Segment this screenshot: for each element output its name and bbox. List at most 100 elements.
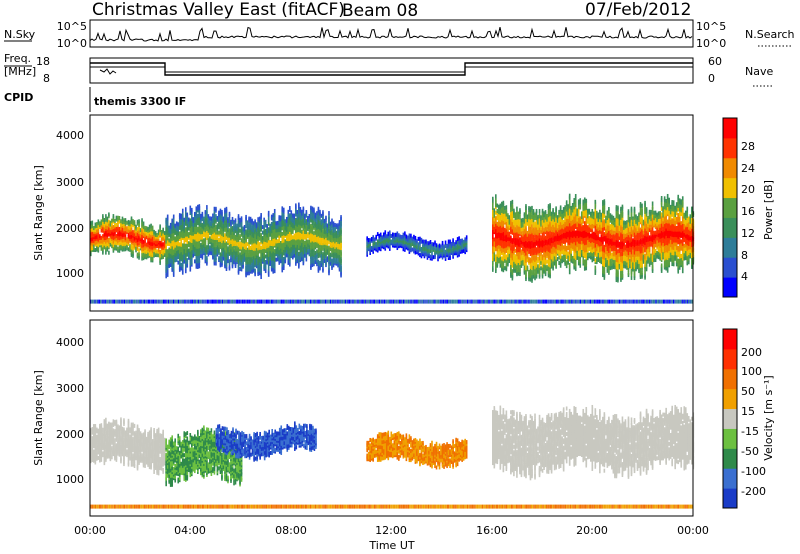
heatmap-cell: [432, 242, 435, 247]
heatmap-cell: [290, 210, 293, 215]
heatmap-cell: [301, 235, 303, 240]
heatmap-cell: [282, 213, 285, 218]
heatmap-cell: [186, 236, 189, 241]
heatmap-cell: [510, 235, 512, 240]
heatmap-cell: [269, 223, 271, 228]
heatmap-cell: [231, 231, 234, 236]
heatmap-cell: [552, 208, 554, 213]
heatmap-cell: [181, 219, 184, 224]
heatmap-cell: [160, 229, 163, 234]
heatmap-cell: [239, 234, 241, 239]
heatmap-cell: [404, 231, 406, 236]
heatmap-cell: [215, 256, 217, 261]
heatmap-cell: [99, 234, 101, 239]
heatmap-cell: [201, 253, 204, 258]
heatmap-cell: [325, 215, 327, 220]
heatmap-cell: [126, 220, 128, 225]
heatmap-cell: [340, 227, 342, 232]
heatmap-cell: [455, 240, 457, 245]
heatmap-cell: [162, 233, 164, 238]
heatmap-cell: [115, 226, 118, 231]
heatmap-cell: [532, 223, 535, 228]
heatmap-cell: [279, 215, 282, 220]
heatmap-cell: [239, 241, 241, 246]
heatmap-cell: [121, 220, 124, 225]
heatmap-cell: [272, 264, 275, 269]
heatmap-cell: [263, 217, 265, 222]
heatmap-cell: [278, 215, 281, 220]
heatmap-cell: [240, 216, 243, 221]
heatmap-cell: [514, 212, 517, 217]
heatmap-cell: [282, 225, 285, 230]
heatmap-cell: [428, 244, 430, 249]
heatmap-cell: [184, 243, 187, 248]
heatmap-cell: [174, 241, 177, 246]
heatmap-cell: [272, 229, 275, 234]
heatmap-cell: [255, 244, 258, 249]
heatmap-cell: [552, 239, 554, 244]
heatmap-cell: [109, 220, 112, 225]
heatmap-cell: [264, 238, 267, 243]
heatmap-cell: [263, 263, 265, 268]
heatmap-cell: [169, 230, 172, 235]
heatmap-cell: [234, 247, 237, 252]
heatmap-cell: [320, 253, 323, 258]
heatmap-cell: [310, 264, 312, 269]
heatmap-cell: [124, 225, 127, 230]
heatmap-cell: [516, 226, 518, 231]
heatmap-cell: [511, 203, 514, 208]
heatmap-cell: [541, 208, 544, 213]
heatmap-cell: [269, 240, 271, 245]
heatmap-cell: [239, 267, 241, 272]
heatmap-cell: [258, 256, 261, 261]
heatmap-cell: [138, 241, 140, 246]
power-panel: Slant Range [km] 4000 3000 2000 1000: [32, 114, 695, 312]
heatmap-cell: [175, 226, 178, 231]
heatmap-cell: [495, 247, 497, 252]
heatmap-cell: [322, 266, 324, 271]
heatmap-cell: [181, 268, 184, 273]
heatmap-cell: [290, 239, 293, 244]
heatmap-cell: [510, 211, 512, 216]
heatmap-cell: [525, 264, 527, 269]
heatmap-cell: [96, 229, 98, 234]
heatmap-cell: [275, 221, 278, 226]
heatmap-cell: [177, 222, 180, 227]
heatmap-cell: [495, 265, 497, 270]
heatmap-cell: [296, 209, 299, 214]
heatmap-cell: [163, 234, 166, 239]
heatmap-cell: [160, 242, 163, 247]
heatmap-cell: [276, 246, 279, 251]
heatmap-cell: [254, 233, 256, 238]
heatmap-cell: [166, 269, 169, 274]
heatmap-cell: [329, 252, 332, 257]
heatmap-cell: [207, 232, 210, 237]
heatmap-cell: [547, 204, 550, 209]
heatmap-cell: [531, 244, 533, 249]
heatmap-cell: [502, 222, 505, 227]
heatmap-cell: [322, 228, 324, 233]
heatmap-cell: [326, 241, 329, 246]
heatmap-cell: [531, 264, 533, 269]
heatmap-cell: [305, 253, 308, 258]
heatmap-cell: [431, 242, 433, 247]
heatmap-cell: [458, 239, 460, 244]
heatmap-cell: [124, 230, 127, 235]
heatmap-cell: [535, 214, 538, 219]
heatmap-cell: [434, 240, 436, 245]
heatmap-cell: [282, 245, 285, 250]
heatmap-cell: [537, 257, 539, 262]
heatmap-cell: [246, 242, 249, 247]
heatmap-cell: [285, 216, 288, 221]
heatmap-cell: [106, 247, 109, 252]
heatmap-cell: [270, 214, 273, 219]
heatmap-cell: [281, 226, 284, 231]
heatmap-cell: [151, 245, 154, 250]
heatmap-cell: [233, 223, 235, 228]
heatmap-cell: [395, 232, 397, 237]
heatmap-cell: [225, 221, 228, 226]
heatmap-cell: [502, 248, 505, 253]
heatmap-cell: [528, 211, 530, 216]
heatmap-cell: [272, 225, 275, 230]
heatmap-cell: [216, 223, 219, 228]
